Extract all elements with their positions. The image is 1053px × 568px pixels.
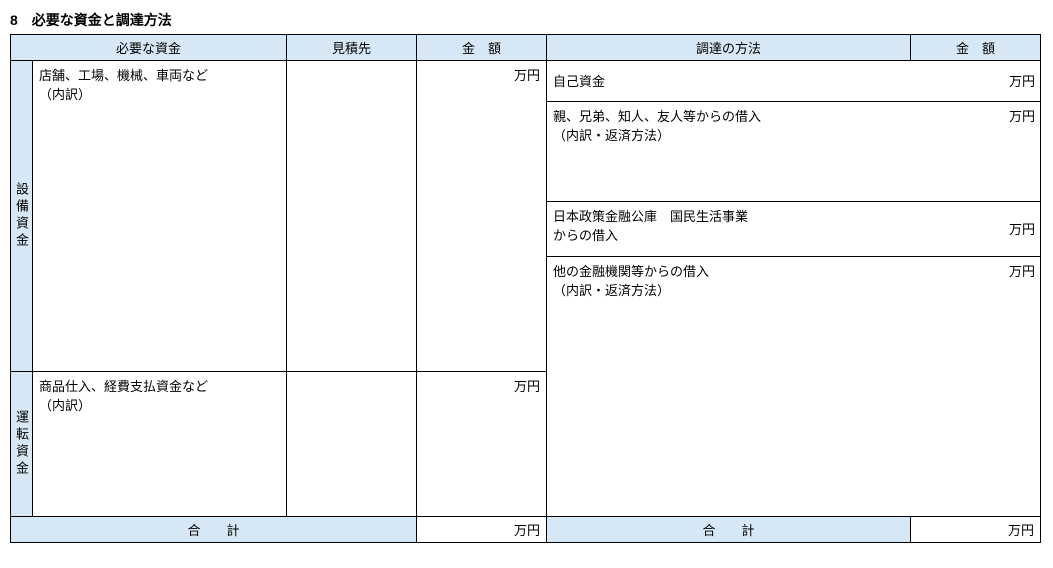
- proc-other-line2: （内訳・返済方法）: [553, 280, 905, 299]
- proc-jfc-line1: 日本政策金融公庫 国民生活事業: [553, 206, 905, 225]
- proc-other-amount: 万円: [911, 256, 1041, 516]
- equipment-desc-line1: 店舗、工場、機械、車両など: [39, 65, 280, 84]
- equipment-amount: 万円: [417, 61, 547, 372]
- working-desc-line2: （内訳）: [39, 395, 280, 414]
- working-vlabel: 運転資金: [11, 371, 33, 516]
- proc-jfc-amount: 万円: [911, 201, 1041, 256]
- proc-jfc-line2: からの借入: [553, 225, 905, 244]
- hdr-required-funds: 必要な資金: [11, 35, 287, 61]
- section-title-text: 必要な資金と調達方法: [32, 12, 172, 28]
- working-desc: 商品仕入、経費支払資金など （内訳）: [33, 371, 287, 516]
- section-title: 8 必要な資金と調達方法: [10, 10, 1043, 30]
- proc-row-jfc: 日本政策金融公庫 国民生活事業 からの借入 万円: [547, 201, 1041, 256]
- header-row: 必要な資金 見積先 金 額 調達の方法 金 額: [11, 35, 1041, 61]
- total-right-amount: 万円: [911, 517, 1041, 543]
- hdr-amount-left: 金 額: [417, 35, 547, 61]
- proc-row-other: 他の金融機関等からの借入 （内訳・返済方法） 万円: [547, 256, 1041, 516]
- proc-other-line1: 他の金融機関等からの借入: [553, 261, 905, 280]
- equipment-row: 設備資金 店舗、工場、機械、車両など （内訳） 万円 自己資金 万円 親、兄弟、…: [11, 61, 1041, 372]
- proc-relatives-amount: 万円: [911, 101, 1041, 201]
- equipment-desc: 店舗、工場、機械、車両など （内訳）: [33, 61, 287, 372]
- hdr-estimate-source: 見積先: [287, 35, 417, 61]
- procurement-inner-table: 自己資金 万円 親、兄弟、知人、友人等からの借入 （内訳・返済方法） 万円 日本…: [547, 61, 1041, 516]
- equipment-desc-line2: （内訳）: [39, 84, 280, 103]
- proc-jfc-label: 日本政策金融公庫 国民生活事業 からの借入: [547, 201, 911, 256]
- proc-row-relatives: 親、兄弟、知人、友人等からの借入 （内訳・返済方法） 万円: [547, 101, 1041, 201]
- working-desc-line1: 商品仕入、経費支払資金など: [39, 376, 280, 395]
- funds-table: 必要な資金 見積先 金 額 調達の方法 金 額 設備資金 店舗、工場、機械、車両…: [10, 34, 1041, 543]
- total-right-label: 合 計: [547, 517, 911, 543]
- proc-self-label: 自己資金: [547, 61, 911, 101]
- proc-row-self: 自己資金 万円: [547, 61, 1041, 101]
- proc-other-label: 他の金融機関等からの借入 （内訳・返済方法）: [547, 256, 911, 516]
- equipment-estimate: [287, 61, 417, 372]
- hdr-amount-right: 金 額: [911, 35, 1041, 61]
- total-row: 合 計 万円 合 計 万円: [11, 517, 1041, 543]
- total-left-label: 合 計: [11, 517, 417, 543]
- proc-self-amount: 万円: [911, 61, 1041, 101]
- working-amount: 万円: [417, 371, 547, 516]
- total-left-amount: 万円: [417, 517, 547, 543]
- section-number: 8: [10, 12, 18, 28]
- procurement-container: 自己資金 万円 親、兄弟、知人、友人等からの借入 （内訳・返済方法） 万円 日本…: [547, 61, 1041, 517]
- proc-relatives-label: 親、兄弟、知人、友人等からの借入 （内訳・返済方法）: [547, 101, 911, 201]
- equipment-vlabel: 設備資金: [11, 61, 33, 372]
- proc-relatives-line2: （内訳・返済方法）: [553, 125, 905, 144]
- working-estimate: [287, 371, 417, 516]
- proc-relatives-line1: 親、兄弟、知人、友人等からの借入: [553, 106, 905, 125]
- hdr-procurement-method: 調達の方法: [547, 35, 911, 61]
